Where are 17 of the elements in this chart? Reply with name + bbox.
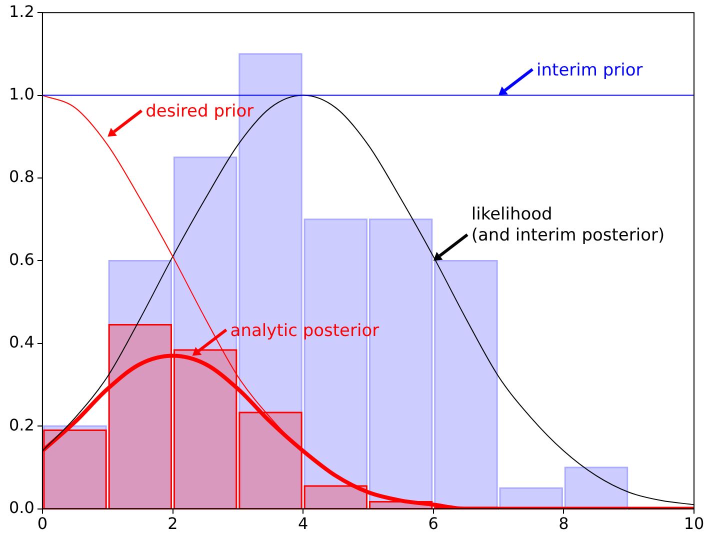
y-tick-label: 1.0 <box>8 84 34 104</box>
y-tick-label: 1.2 <box>8 2 34 21</box>
x-tick-label: 6 <box>428 514 438 533</box>
annotation: desired prior <box>146 102 254 122</box>
y-tick-label: 0.2 <box>8 415 34 434</box>
y-tick-label: 0.8 <box>8 167 34 186</box>
annotation: interim prior <box>536 60 643 80</box>
annotation: likelihood (and interim posterior) <box>471 204 665 246</box>
x-tick-label: 8 <box>558 514 569 533</box>
annotation: analytic posterior <box>230 320 380 341</box>
y-tick-label: 0.0 <box>8 498 34 517</box>
x-tick-label: 0 <box>37 514 48 533</box>
y-tick-label: 0.4 <box>8 332 34 352</box>
y-tick-label: 0.6 <box>8 250 34 269</box>
x-tick-label: 4 <box>298 514 308 533</box>
x-tick-label: 10 <box>684 514 704 533</box>
x-tick-label: 2 <box>168 514 178 533</box>
